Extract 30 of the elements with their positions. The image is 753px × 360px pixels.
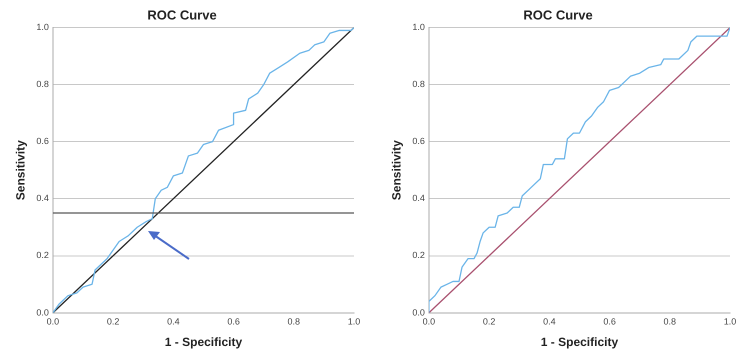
y-tick-label: 1.0 bbox=[36, 22, 49, 32]
y-tick-label: 0.4 bbox=[36, 193, 49, 204]
x-tick-label: 0.6 bbox=[227, 316, 240, 327]
x-tick-label: 0.4 bbox=[167, 316, 180, 327]
y-tick-label: 0.0 bbox=[412, 307, 425, 318]
x-tick-label: 0.8 bbox=[664, 316, 676, 327]
x-tick-label: 1.0 bbox=[724, 316, 736, 327]
x-tick-label: 0.0 bbox=[422, 316, 436, 327]
y-tick-label: 0.2 bbox=[412, 250, 425, 260]
x-tick-label: 0.2 bbox=[106, 316, 120, 327]
x-tick-label: 0.6 bbox=[603, 316, 616, 327]
chart-title: ROC Curve bbox=[523, 7, 593, 22]
x-tick-label: 1.0 bbox=[348, 316, 360, 327]
chart-title: ROC Curve bbox=[147, 7, 217, 22]
y-tick-label: 0.0 bbox=[36, 307, 49, 318]
x-tick-label: 0.0 bbox=[46, 316, 60, 327]
y-tick-label: 0.8 bbox=[36, 79, 49, 90]
x-axis-title: 1 - Specificity bbox=[540, 335, 618, 350]
x-axis-title: 1 - Specificity bbox=[164, 335, 242, 350]
y-tick-label: 0.6 bbox=[36, 136, 49, 146]
y-tick-label: 1.0 bbox=[412, 22, 425, 32]
y-tick-label: 0.8 bbox=[412, 79, 425, 90]
y-axis-title: Sensitivity bbox=[14, 140, 28, 200]
y-tick-label: 0.4 bbox=[412, 193, 425, 204]
x-tick-label: 0.2 bbox=[482, 316, 496, 327]
y-axis-title: Sensitivity bbox=[390, 140, 404, 200]
y-tick-label: 0.6 bbox=[412, 136, 425, 146]
x-tick-label: 0.4 bbox=[543, 316, 556, 327]
y-tick-label: 0.2 bbox=[36, 250, 49, 260]
x-tick-label: 0.8 bbox=[288, 316, 300, 327]
